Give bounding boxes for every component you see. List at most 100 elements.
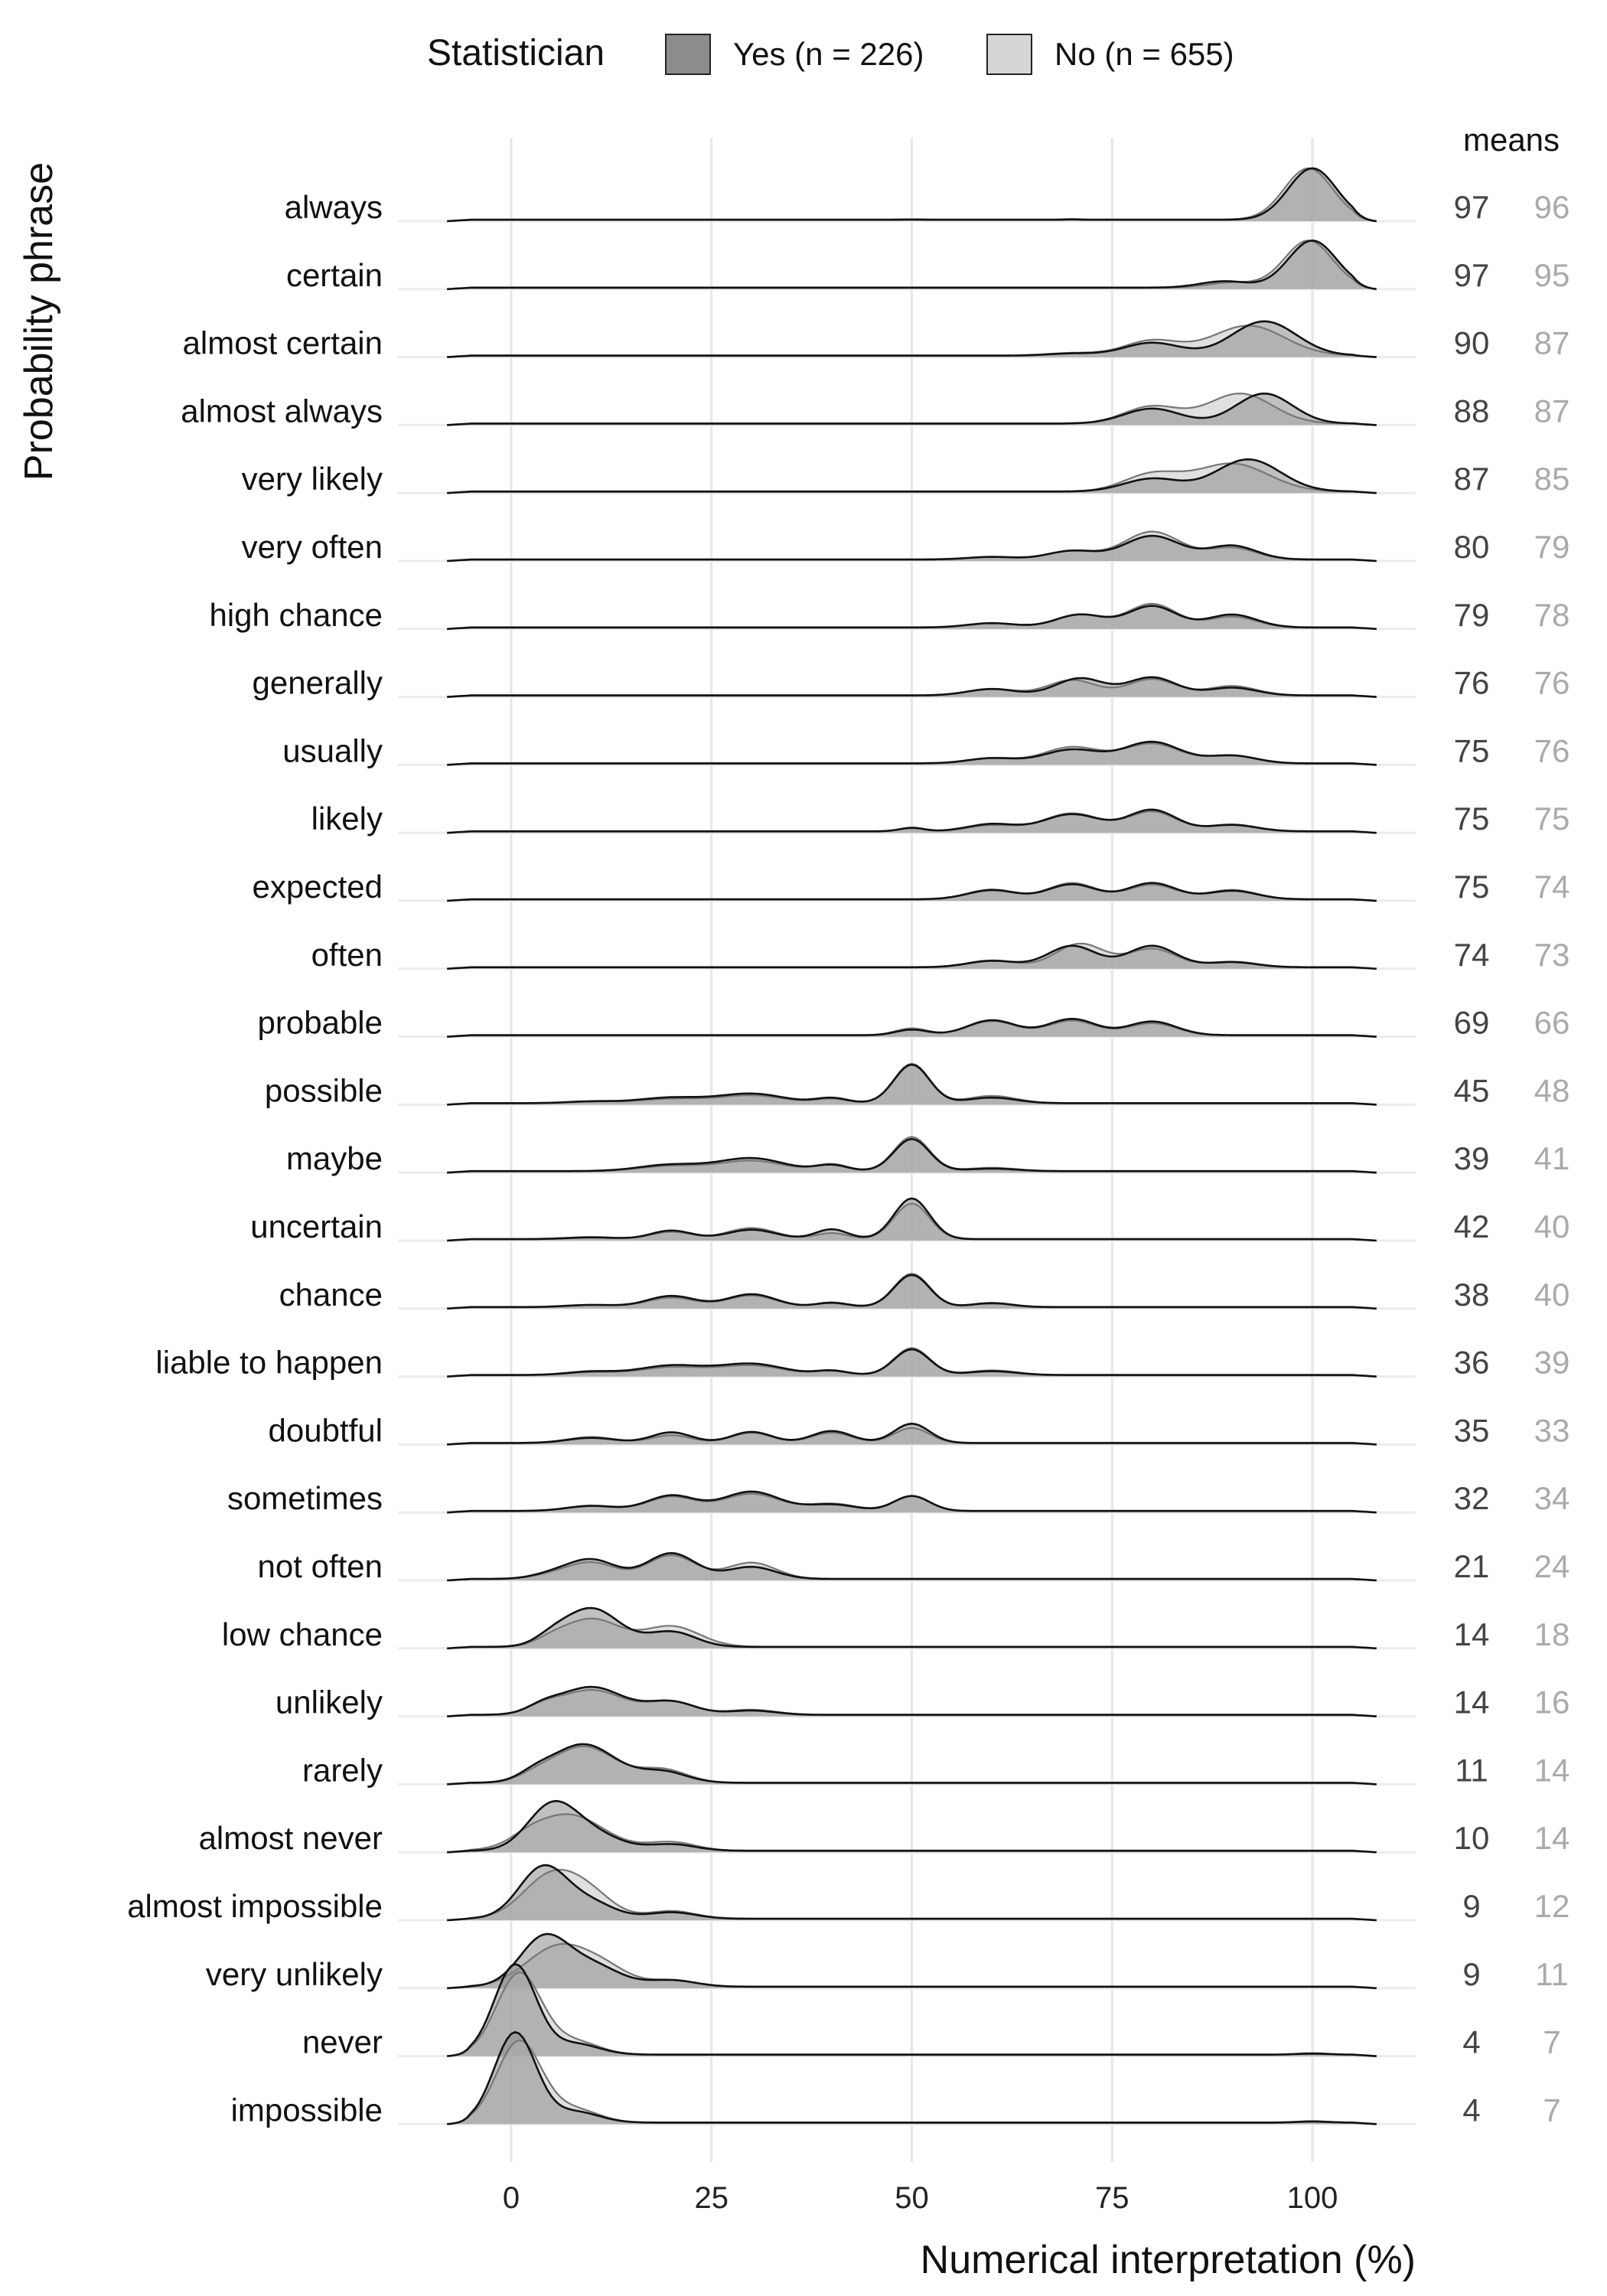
density-line-yes (447, 808, 1377, 834)
ridge-liable-to-happen: liable to happen 36 39 (155, 1345, 1570, 1381)
mean-yes: 9 (1462, 1888, 1480, 1924)
phrase-label: almost impossible (127, 1888, 383, 1924)
density-line-yes (447, 239, 1377, 291)
x-axis-ticks: 0 25 50 75 100 (503, 2181, 1338, 2215)
density-line-yes (447, 1197, 1377, 1242)
phrase-label: low chance (222, 1616, 383, 1652)
density-line-yes (447, 1422, 1377, 1446)
density-line-yes (447, 320, 1377, 358)
mean-no: 39 (1534, 1345, 1570, 1381)
density-line-yes (447, 1685, 1377, 1717)
legend-label-no: No (n = 655) (1054, 36, 1234, 72)
mean-no: 66 (1534, 1005, 1570, 1041)
ridge-almost-always: almost always 88 87 (181, 392, 1570, 429)
mean-yes: 88 (1454, 393, 1490, 429)
density-area-yes (447, 1274, 1377, 1309)
mean-yes: 11 (1455, 1752, 1488, 1788)
mean-yes: 74 (1454, 937, 1490, 973)
density-area-yes (447, 1198, 1377, 1241)
x-tick-label: 75 (1095, 2181, 1129, 2215)
density-line-yes (447, 392, 1377, 426)
mean-yes: 14 (1454, 1684, 1490, 1720)
density-line-yes (447, 676, 1377, 698)
mean-yes: 39 (1454, 1140, 1490, 1176)
ridge-unlikely: unlikely 14 16 (275, 1684, 1570, 1720)
density-line-yes (447, 534, 1377, 563)
mean-yes: 35 (1454, 1412, 1490, 1448)
phrase-label: sometimes (227, 1480, 383, 1516)
density-line-yes (447, 458, 1377, 494)
mean-yes: 4 (1462, 2024, 1480, 2060)
density-area-yes (447, 1801, 1377, 1853)
phrase-label: likely (311, 801, 383, 837)
mean-no: 76 (1534, 732, 1570, 768)
ridge-very-often: very often 80 79 (242, 529, 1570, 565)
x-tick-label: 100 (1287, 2181, 1338, 2215)
density-line-yes (447, 1137, 1377, 1174)
density-area-yes (447, 1553, 1377, 1580)
ridge-often: often 74 73 (311, 937, 1570, 973)
mean-yes: 14 (1454, 1616, 1490, 1652)
density-area-yes (447, 1349, 1377, 1377)
density-area-yes (447, 1687, 1377, 1717)
density-line-yes (447, 2030, 1377, 2125)
mean-yes: 79 (1454, 597, 1490, 633)
mean-no: 73 (1534, 937, 1570, 973)
density-area-yes (447, 882, 1377, 901)
density-area-yes (447, 1139, 1377, 1173)
mean-no: 48 (1534, 1072, 1570, 1108)
mean-no: 78 (1534, 597, 1570, 633)
ridge-not-often: not often 21 24 (258, 1548, 1570, 1584)
ridge-almost-never: almost never 10 14 (199, 1799, 1570, 1856)
ridge-never: never 4 7 (302, 1962, 1561, 2060)
density-line-yes (447, 1490, 1377, 1514)
ridge-always: always 97 96 (285, 167, 1570, 225)
legend: Statistician Yes (n = 226) No (n = 655) (427, 33, 1234, 75)
density-area-yes (447, 321, 1377, 357)
density-line-yes (447, 1962, 1377, 2057)
mean-no: 87 (1534, 325, 1570, 361)
ridge-impossible: impossible 4 7 (231, 2030, 1561, 2128)
phrase-label: always (285, 189, 383, 225)
density-area-yes (447, 605, 1377, 629)
mean-no: 34 (1534, 1480, 1570, 1516)
phrase-label: certain (286, 257, 383, 293)
mean-yes: 75 (1454, 732, 1490, 768)
mean-yes: 38 (1454, 1277, 1490, 1313)
mean-yes: 69 (1454, 1005, 1490, 1041)
means-header: means (1463, 122, 1560, 158)
phrase-label: very likely (242, 461, 383, 497)
mean-yes: 32 (1454, 1480, 1490, 1516)
mean-yes: 45 (1454, 1072, 1490, 1108)
phrase-label: high chance (209, 597, 383, 633)
mean-yes: 75 (1454, 801, 1490, 837)
density-line-yes (447, 1799, 1377, 1854)
ridge-maybe: maybe 39 41 (286, 1136, 1570, 1176)
x-tick-label: 50 (895, 2181, 929, 2215)
mean-no: 74 (1534, 869, 1570, 905)
density-area-yes (447, 536, 1377, 561)
phrase-label: expected (253, 869, 383, 905)
mean-yes: 90 (1454, 325, 1490, 361)
density-line-yes (447, 1551, 1377, 1582)
ridge-rarely: rarely 11 14 (302, 1743, 1570, 1788)
phrase-label: very unlikely (206, 1956, 383, 1992)
mean-yes: 97 (1454, 257, 1490, 293)
phrase-label: unlikely (275, 1684, 383, 1720)
phrase-label: often (311, 937, 383, 973)
legend-swatch-yes (665, 34, 711, 75)
phrase-label: chance (279, 1277, 383, 1313)
mean-yes: 21 (1454, 1548, 1490, 1584)
density-area-yes (447, 1065, 1377, 1105)
mean-no: 24 (1534, 1548, 1570, 1584)
ridge-low-chance: low chance 14 18 (222, 1606, 1570, 1652)
x-axis-label: Numerical interpretation (%) (921, 2238, 1416, 2282)
density-area-yes (447, 393, 1377, 426)
density-line-yes (447, 1743, 1377, 1786)
density-area-yes (447, 1933, 1377, 1988)
ridge-sometimes: sometimes 32 34 (227, 1480, 1570, 1516)
mean-yes: 9 (1462, 1956, 1480, 1992)
mean-no: 79 (1534, 529, 1570, 565)
